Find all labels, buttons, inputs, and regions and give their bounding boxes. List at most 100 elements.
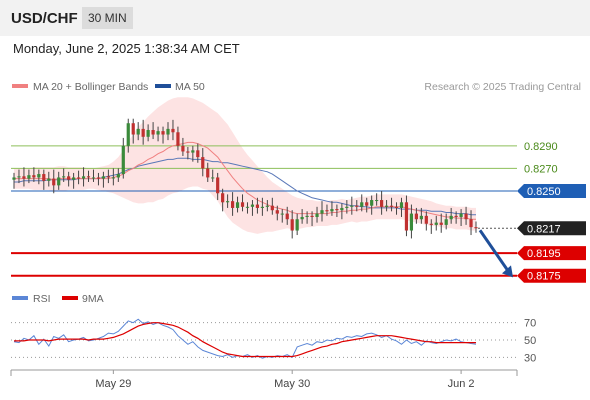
candle-body <box>474 227 478 229</box>
candle-body <box>42 174 46 181</box>
x-tick-label: May 30 <box>274 378 310 390</box>
candle-body <box>350 205 354 207</box>
candle-body <box>201 157 205 169</box>
candle-body <box>265 205 269 207</box>
candle-body <box>444 219 448 225</box>
candle-body <box>380 200 384 207</box>
candle-body <box>27 175 31 179</box>
candle-body <box>305 215 309 217</box>
last-price-tag <box>517 221 586 236</box>
candle-body <box>399 202 404 208</box>
bollinger-band-area <box>14 97 476 234</box>
candle-body <box>310 215 314 217</box>
candle-body <box>285 213 289 220</box>
timeframe-badge[interactable]: 30 MIN <box>82 7 133 29</box>
rsi-ma-legend-label: 9MA <box>82 293 104 305</box>
candle-body <box>191 150 195 153</box>
candle-body <box>245 206 250 208</box>
candle-body <box>62 176 66 178</box>
candle-body <box>57 177 61 186</box>
ma20-line <box>14 141 476 220</box>
forecast-arrow <box>478 229 513 278</box>
last-price-label: 0.8217 <box>527 223 561 235</box>
support-label-tag <box>517 268 586 283</box>
symbol-label: USD/CHF <box>11 10 78 27</box>
candle-body <box>17 176 21 178</box>
candle-body <box>404 202 409 231</box>
candle-body <box>300 216 304 220</box>
rsi-legend-swatch <box>12 296 28 300</box>
candle-body <box>370 200 374 206</box>
candle-body <box>250 204 255 207</box>
candlesticks <box>12 118 478 239</box>
candle-body <box>116 174 120 178</box>
candle-body <box>280 213 284 215</box>
candle-body <box>67 176 71 180</box>
candle-body <box>156 131 160 135</box>
support-label: 0.8195 <box>527 248 561 260</box>
candle-body <box>469 219 473 228</box>
candle-body <box>176 132 180 146</box>
candle-body <box>151 130 155 135</box>
candle-body <box>52 178 56 186</box>
forecast-arrow-head <box>502 265 513 278</box>
candle-body <box>106 176 110 178</box>
candle-body <box>330 209 334 212</box>
candle-body <box>270 205 274 211</box>
candle-body <box>226 201 230 203</box>
candle-body <box>171 128 175 133</box>
candle-body <box>131 123 135 135</box>
resistance-label: 0.8290 <box>524 141 558 153</box>
copyright-credit: Research © 2025 Trading Central <box>424 81 581 93</box>
candle-body <box>365 202 369 206</box>
support-label-tag <box>517 246 586 261</box>
candle-body <box>449 215 453 220</box>
candle-body <box>37 174 41 178</box>
candle-body <box>166 128 170 135</box>
candle-body <box>429 223 433 225</box>
rsi-tick-label: 50 <box>524 335 536 347</box>
x-axis-ticks: May 29 May 30 Jun 2 <box>95 370 475 390</box>
candle-body <box>141 128 145 137</box>
candle-body <box>91 177 96 179</box>
pivot-label-tag <box>517 184 586 198</box>
candle-body <box>221 193 225 203</box>
candle-body <box>454 215 458 217</box>
resistance-label: 0.8270 <box>524 163 558 175</box>
candle-body <box>32 175 36 178</box>
candle-body <box>325 210 329 212</box>
candle-body <box>360 202 364 207</box>
ma50-legend-label: MA 50 <box>175 81 205 93</box>
candle-body <box>340 207 344 211</box>
rsi-panel: 70 50 30 <box>11 318 536 364</box>
candle-body <box>230 201 235 208</box>
candle-body <box>384 205 389 207</box>
rsi-line <box>13 318 477 359</box>
candle-body <box>255 204 260 208</box>
ma20-legend-label: MA 20 + Bollinger Bands <box>33 81 148 93</box>
bollinger-band <box>14 97 476 234</box>
ma50-legend-swatch <box>155 84 171 88</box>
timestamp-line: Monday, June 2, 2025 1:38:34 AM CET <box>13 41 240 56</box>
candle-body <box>290 219 294 231</box>
candle-body <box>275 210 279 214</box>
candle-body <box>126 123 130 146</box>
price-levels <box>11 145 517 277</box>
moving-averages <box>14 141 476 220</box>
support-label: 0.8175 <box>527 271 561 283</box>
candle-body <box>211 177 215 179</box>
candle-body <box>394 206 399 208</box>
candle-body <box>96 177 101 179</box>
rsi-ma-legend-swatch <box>62 296 78 300</box>
forecast-arrow-shaft <box>478 229 511 274</box>
candle-body <box>186 151 190 153</box>
candle-body <box>240 202 245 207</box>
candle-body <box>196 150 200 158</box>
candle-body <box>295 219 299 231</box>
candle-body <box>12 177 16 180</box>
candle-body <box>355 205 359 207</box>
rsi-tick-label: 30 <box>524 352 536 364</box>
candle-body <box>72 177 76 180</box>
candle-body <box>47 178 51 181</box>
